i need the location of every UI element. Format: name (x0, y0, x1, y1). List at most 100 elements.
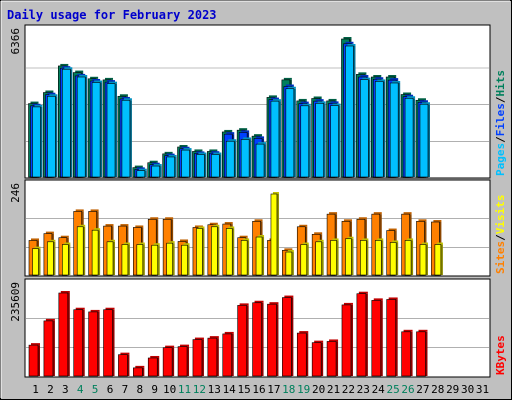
bar-visits-day-7-side (127, 244, 130, 275)
x-tick-label-day-14: 14 (223, 383, 237, 396)
bar-pages-day-1-side (40, 106, 43, 177)
bar-pages-day-27-face (419, 103, 429, 178)
bar-files-day-23-top (360, 75, 369, 78)
bar-pages-day-16-face (255, 143, 265, 178)
bar-pages-day-12 (196, 152, 207, 178)
bar-visits-day-18-face (285, 251, 293, 276)
bar-kbytes-day-10-side (172, 347, 175, 376)
panel-3-legend: KBytes (494, 335, 507, 375)
bar-kbytes-day-4 (73, 307, 85, 377)
bar-visits-day-1 (32, 246, 41, 276)
bar-visits-day-21 (330, 238, 339, 276)
bar-files-day-24-top (375, 77, 384, 80)
bar-kbytes-day-3-face (58, 292, 69, 377)
bar-kbytes-day-26 (401, 329, 413, 377)
bar-kbytes-day-24-face (371, 300, 382, 377)
legend-kbytes: KBytes (494, 335, 507, 375)
bar-kbytes-day-13-side (216, 338, 219, 376)
bar-hits-day-20-top (313, 96, 322, 99)
bar-kbytes-day-10-face (162, 347, 173, 377)
bar-visits-day-21-face (330, 240, 337, 276)
bar-files-day-1-top (32, 103, 41, 106)
bar-kbytes-day-22-side (350, 304, 353, 376)
bar-pages-day-19-side (308, 105, 311, 177)
bar-kbytes-day-1-side (38, 345, 40, 376)
bar-pages-day-20-top (317, 101, 326, 104)
bar-visits-day-23 (360, 238, 369, 276)
bar-visits-day-21-top (332, 238, 339, 241)
bar-kbytes-day-2 (43, 318, 55, 377)
bar-pages-day-27 (419, 102, 430, 178)
bar-kbytes-day-1 (28, 343, 40, 377)
bar-kbytes-day-27-face (416, 331, 426, 377)
bar-visits-day-10-side (172, 243, 175, 275)
bar-kbytes-day-21 (326, 339, 339, 377)
bar-hits-day-17-top (268, 95, 277, 98)
bar-kbytes-day-12-side (201, 339, 204, 376)
legend-separator: / (494, 136, 507, 143)
bar-visits-day-28 (434, 242, 443, 276)
bar-kbytes-day-25-side (395, 299, 398, 376)
bar-visits-day-11-side (187, 245, 190, 275)
bar-hits-day-22-top (343, 37, 352, 39)
bar-pages-day-12-top (198, 152, 207, 155)
x-tick-label-day-26: 26 (401, 383, 414, 396)
bar-visits-day-20-top (317, 239, 324, 242)
bar-pages-day-11 (181, 148, 192, 178)
bar-kbytes-day-3-top (60, 291, 70, 293)
x-tick-label-day-2: 2 (47, 383, 54, 396)
x-tick-label-day-5: 5 (92, 383, 99, 396)
bar-kbytes-day-9-side (157, 357, 160, 376)
bar-pages-day-6-face (106, 83, 116, 178)
bar-visits-day-18-top (287, 250, 294, 253)
bar-visits-day-24 (374, 238, 384, 276)
bar-visits-day-15-side (247, 240, 250, 275)
bar-visits-day-1-side (38, 248, 41, 275)
bar-visits-day-5-side (98, 230, 101, 275)
bar-visits-day-8-top (138, 242, 145, 245)
bar-kbytes-day-14-face (222, 333, 233, 377)
bar-sites-day-20-top (314, 232, 323, 235)
bar-pages-day-18-top (287, 86, 296, 89)
bar-kbytes-day-20-face (311, 342, 322, 377)
bar-pages-day-2-face (47, 95, 56, 178)
bar-files-day-3-top (62, 66, 71, 69)
bar-hits-day-26-top (403, 92, 412, 95)
x-tick-label-day-25: 25 (386, 383, 399, 396)
bar-visits-day-21-side (336, 240, 339, 275)
panel-2-scale-label: 246 (9, 183, 22, 203)
bar-files-day-20-top (315, 99, 324, 102)
x-tick-label-day-6: 6 (107, 383, 114, 396)
bar-visits-day-3-top (64, 242, 71, 245)
bar-kbytes-day-13 (207, 336, 219, 377)
bar-pages-day-21-side (338, 105, 341, 177)
bar-visits-day-14-top (228, 226, 235, 229)
bar-kbytes-day-16-side (261, 302, 264, 376)
bar-visits-day-2-side (53, 241, 56, 275)
bar-visits-day-28-top (436, 242, 443, 245)
bar-kbytes-day-19-side (306, 333, 309, 376)
bar-pages-day-16 (255, 142, 267, 178)
bar-sites-day-12-top (194, 225, 203, 228)
bar-visits-day-8-side (142, 244, 145, 275)
bar-visits-day-25-face (389, 242, 397, 276)
bar-sites-day-3-top (60, 235, 69, 238)
bar-pages-day-2-top (49, 94, 58, 97)
bar-pages-day-19-top (302, 103, 311, 106)
bar-visits-day-7 (121, 242, 130, 276)
bar-kbytes-day-19-face (296, 332, 307, 377)
bar-kbytes-day-17-face (267, 303, 277, 377)
bar-kbytes-day-22-top (343, 302, 353, 305)
x-tick-label-day-1: 1 (32, 383, 39, 396)
bar-hits-day-1-top (30, 101, 39, 104)
bar-visits-day-9-top (153, 243, 160, 246)
bar-kbytes-day-2-side (52, 320, 55, 376)
bar-files-day-12-top (196, 151, 205, 154)
bar-pages-day-2-side (55, 96, 58, 177)
bar-sites-day-25-top (388, 228, 397, 231)
bar-kbytes-day-15 (237, 303, 249, 377)
bar-kbytes-day-5-side (97, 311, 100, 376)
bar-pages-day-7-top (123, 98, 132, 101)
x-tick-label-day-3: 3 (62, 383, 69, 396)
